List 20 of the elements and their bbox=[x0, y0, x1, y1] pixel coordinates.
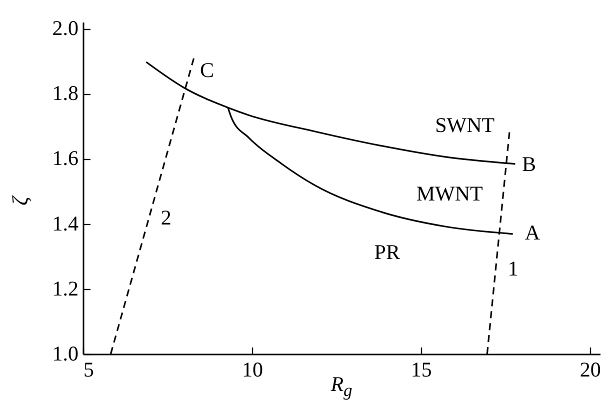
x-tick-label: 20 bbox=[580, 358, 601, 382]
annotation: PR bbox=[374, 240, 400, 264]
annotation: B bbox=[522, 152, 536, 176]
x-tick-label: 10 bbox=[242, 358, 263, 382]
y-tick-label: 1.2 bbox=[52, 276, 78, 300]
annotation: C bbox=[200, 58, 214, 82]
y-tick-label: 1.6 bbox=[52, 146, 78, 170]
y-tick-label: 2.0 bbox=[52, 16, 78, 40]
y-axis-title: ζ bbox=[7, 196, 34, 206]
x-tick-label: 5 bbox=[84, 358, 94, 382]
y-tick-label: 1.0 bbox=[52, 342, 78, 366]
annotation: 2 bbox=[160, 206, 172, 230]
annotation: A bbox=[524, 220, 541, 245]
x-tick-label: 15 bbox=[410, 358, 432, 382]
annotation: 1 bbox=[508, 256, 518, 280]
y-tick-label: 1.4 bbox=[52, 211, 79, 236]
x-axis-title: R$_{g}$ bbox=[330, 372, 352, 400]
y-tick-label: 1.8 bbox=[52, 81, 78, 106]
annotation: SWNT bbox=[435, 113, 495, 138]
annotation: MWNT bbox=[416, 182, 484, 206]
